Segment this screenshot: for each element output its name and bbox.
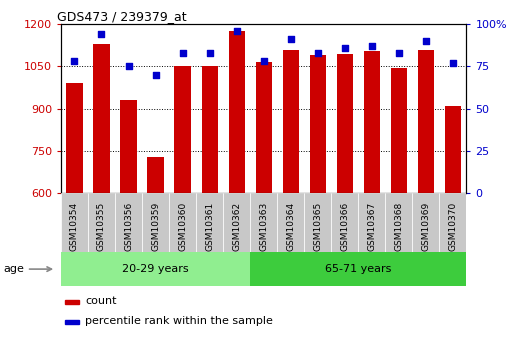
Text: GSM10368: GSM10368 xyxy=(394,202,403,251)
Text: GSM10354: GSM10354 xyxy=(70,202,79,251)
Text: percentile rank within the sample: percentile rank within the sample xyxy=(85,316,273,326)
Bar xyxy=(65,299,79,304)
Point xyxy=(259,59,268,64)
Bar xyxy=(115,193,142,252)
Point xyxy=(448,60,457,66)
Point xyxy=(70,59,79,64)
Bar xyxy=(169,193,196,252)
Bar xyxy=(142,193,169,252)
Point xyxy=(98,31,106,37)
Bar xyxy=(418,49,434,193)
Bar xyxy=(196,193,223,252)
Text: GSM10369: GSM10369 xyxy=(421,202,430,251)
Bar xyxy=(250,193,277,252)
Point xyxy=(232,28,241,34)
Bar xyxy=(250,252,466,286)
Text: GSM10364: GSM10364 xyxy=(286,202,295,251)
Text: GSM10359: GSM10359 xyxy=(151,202,160,251)
Bar xyxy=(439,193,466,252)
Text: GSM10365: GSM10365 xyxy=(313,202,322,251)
Point xyxy=(286,37,295,42)
Text: GSM10356: GSM10356 xyxy=(124,202,133,251)
Point xyxy=(394,50,403,56)
Text: GSM10362: GSM10362 xyxy=(232,202,241,251)
Bar xyxy=(255,62,272,193)
Text: age: age xyxy=(3,264,51,274)
Bar xyxy=(223,193,250,252)
Text: GSM10361: GSM10361 xyxy=(205,202,214,251)
Text: count: count xyxy=(85,296,117,306)
Point xyxy=(367,43,376,49)
Bar xyxy=(61,252,250,286)
Bar xyxy=(358,193,385,252)
Bar xyxy=(174,66,191,193)
Text: 20-29 years: 20-29 years xyxy=(122,264,189,274)
Bar xyxy=(93,44,110,193)
Text: GSM10355: GSM10355 xyxy=(97,202,106,251)
Text: 65-71 years: 65-71 years xyxy=(325,264,392,274)
Bar xyxy=(277,193,304,252)
Bar xyxy=(201,66,218,193)
Bar xyxy=(120,100,137,193)
Bar xyxy=(147,157,164,193)
Bar xyxy=(61,193,88,252)
Text: GSM10363: GSM10363 xyxy=(259,202,268,251)
Bar xyxy=(228,31,245,193)
Point xyxy=(152,72,160,78)
Text: GSM10370: GSM10370 xyxy=(448,202,457,251)
Bar xyxy=(65,320,79,324)
Bar xyxy=(304,193,331,252)
Bar xyxy=(412,193,439,252)
Text: GSM10360: GSM10360 xyxy=(178,202,187,251)
Bar xyxy=(331,193,358,252)
Bar xyxy=(88,193,115,252)
Point xyxy=(340,45,349,51)
Text: GDS473 / 239379_at: GDS473 / 239379_at xyxy=(57,10,187,23)
Bar xyxy=(337,54,353,193)
Point xyxy=(205,50,214,56)
Bar xyxy=(445,106,461,193)
Point xyxy=(178,50,187,56)
Bar xyxy=(282,49,299,193)
Point xyxy=(422,38,430,44)
Bar xyxy=(66,83,83,193)
Point xyxy=(314,50,322,56)
Point xyxy=(124,63,132,69)
Bar xyxy=(364,51,380,193)
Bar xyxy=(385,193,412,252)
Text: GSM10367: GSM10367 xyxy=(367,202,376,251)
Bar xyxy=(391,68,407,193)
Bar xyxy=(310,55,326,193)
Text: GSM10366: GSM10366 xyxy=(340,202,349,251)
